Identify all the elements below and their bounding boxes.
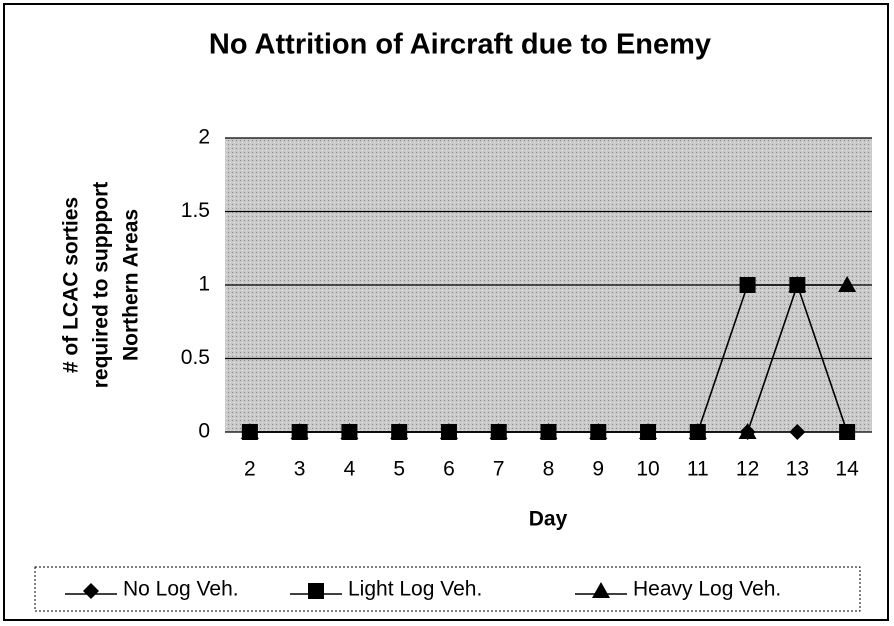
x-tick-label: 2: [244, 458, 256, 481]
marker-triangle: [290, 423, 309, 439]
x-tick-label: 6: [443, 458, 455, 481]
x-tick-label: 8: [543, 458, 555, 481]
x-tick-label: 11: [687, 458, 709, 481]
marker-triangle: [639, 423, 658, 439]
marker-triangle: [390, 423, 409, 439]
x-tick-label: 4: [344, 458, 356, 481]
legend-box: [34, 566, 861, 612]
x-tick-label: 9: [592, 458, 604, 481]
marker-triangle: [240, 423, 259, 439]
y-axis-label-line: # of LCAC sorties: [60, 197, 83, 373]
x-tick-label: 5: [393, 458, 405, 481]
legend-label: Heavy Log Veh.: [633, 578, 781, 601]
marker-triangle: [838, 276, 857, 292]
x-tick-label: 13: [786, 458, 809, 481]
y-tick-label: 1.5: [181, 199, 210, 222]
x-tick-label: 12: [736, 458, 759, 481]
marker-square: [308, 583, 324, 599]
marker-square: [739, 277, 756, 293]
x-tick-label: 10: [636, 458, 659, 481]
marker-triangle: [340, 423, 359, 439]
marker-square: [839, 424, 856, 440]
marker-triangle: [688, 423, 707, 439]
x-tick-label: 3: [294, 458, 306, 481]
marker-diamond: [789, 424, 806, 440]
y-tick-label: 2: [198, 126, 210, 149]
legend-label: Light Log Veh.: [348, 578, 482, 601]
marker-triangle: [589, 423, 608, 439]
y-tick-label: 0.5: [181, 346, 210, 369]
x-tick-label: 7: [493, 458, 505, 481]
y-axis-label-line: Northern Areas: [120, 209, 143, 361]
y-tick-label: 1: [198, 273, 210, 296]
legend-label: No Log Veh.: [123, 578, 239, 601]
marker-triangle: [738, 423, 757, 439]
marker-triangle: [539, 423, 558, 439]
marker-triangle: [788, 276, 807, 292]
y-tick-label: 0: [198, 420, 210, 443]
marker-triangle: [592, 582, 610, 598]
marker-triangle: [439, 423, 458, 439]
chart-title: No Attrition of Aircraft due to Enemy: [209, 29, 711, 61]
marker-triangle: [489, 423, 508, 439]
marker-diamond: [83, 583, 99, 599]
y-axis-label-line: required to suppport: [90, 182, 113, 389]
x-axis-label: Day: [529, 508, 568, 531]
x-tick-label: 14: [835, 458, 859, 481]
y-axis-label: # of LCAC sorties required to suppport N…: [60, 182, 143, 389]
